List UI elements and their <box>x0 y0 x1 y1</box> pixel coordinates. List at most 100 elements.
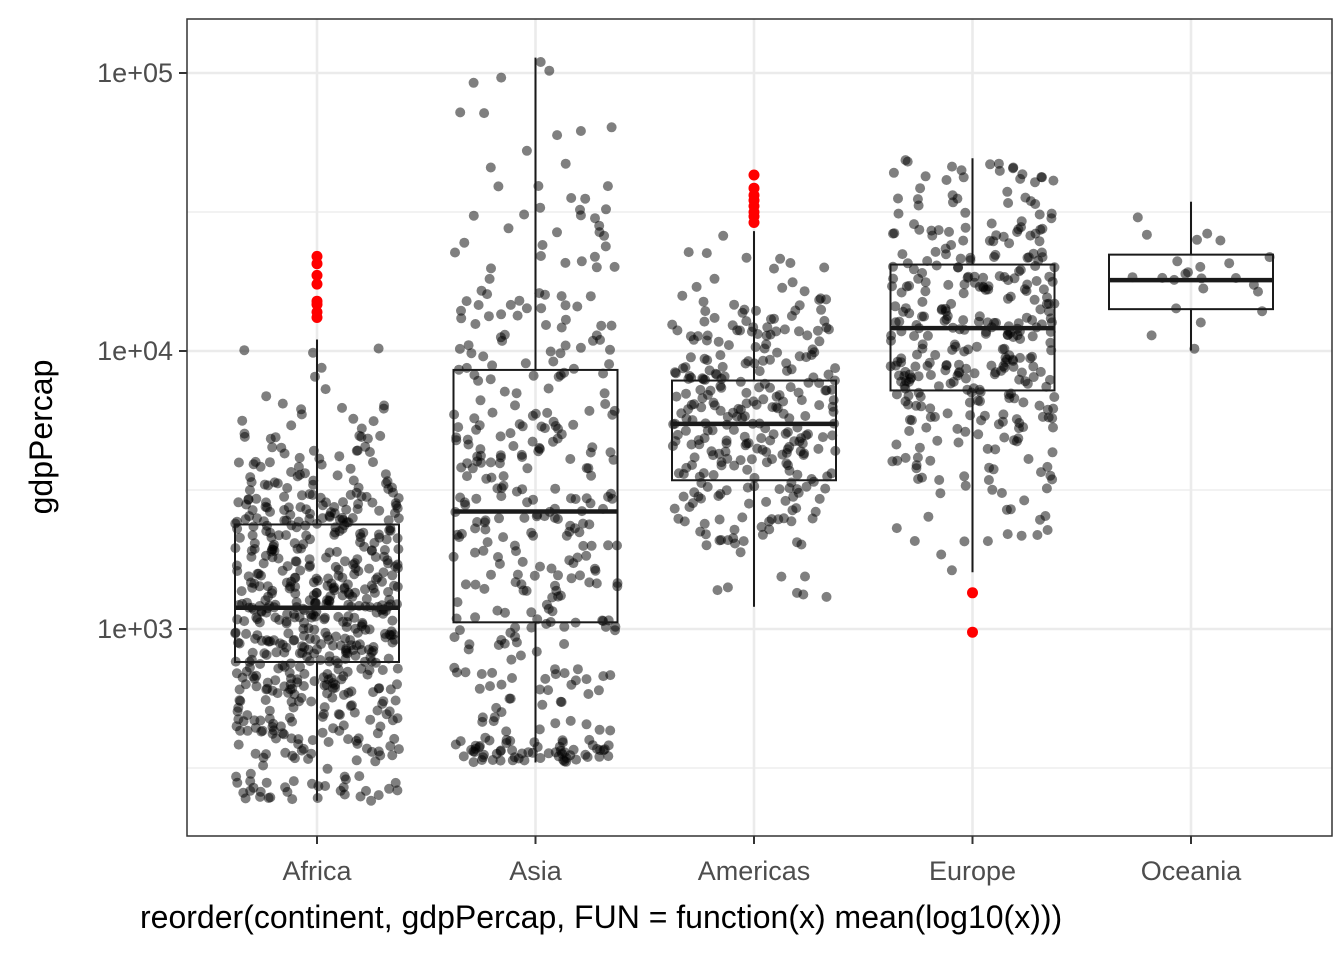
data-point <box>817 432 828 443</box>
data-point <box>784 413 795 424</box>
data-point <box>727 320 738 331</box>
data-point <box>278 729 289 740</box>
data-point <box>522 463 533 474</box>
data-point <box>894 370 904 381</box>
y-tick-label: 1e+04 <box>97 336 173 366</box>
data-point <box>1224 258 1235 269</box>
data-point <box>756 433 767 444</box>
data-point <box>456 528 467 539</box>
data-point <box>277 565 288 576</box>
data-point <box>910 361 921 372</box>
data-point <box>318 672 329 683</box>
data-point <box>983 281 994 292</box>
data-point <box>999 432 1010 443</box>
data-point <box>267 442 278 453</box>
data-point <box>271 647 282 658</box>
data-point <box>328 640 338 651</box>
data-point <box>547 606 558 617</box>
data-point <box>1047 474 1058 485</box>
data-point <box>715 350 726 361</box>
box-americas <box>671 231 837 607</box>
data-point <box>722 411 733 422</box>
data-point <box>1048 175 1059 186</box>
data-point <box>510 577 521 588</box>
data-point <box>393 744 404 755</box>
data-point <box>299 630 309 641</box>
data-point <box>537 240 548 250</box>
data-point <box>521 145 532 156</box>
data-point <box>365 652 376 663</box>
data-point <box>308 347 318 358</box>
data-point <box>961 373 971 384</box>
data-point <box>452 597 463 608</box>
data-point <box>541 320 551 330</box>
data-point <box>476 669 487 679</box>
data-point <box>345 463 356 474</box>
data-point <box>239 345 250 356</box>
data-point <box>385 741 396 752</box>
data-point <box>535 561 545 572</box>
data-point <box>591 578 602 589</box>
data-point <box>366 580 377 591</box>
data-point <box>546 563 557 574</box>
data-point <box>534 288 545 299</box>
data-point <box>507 745 518 756</box>
data-point <box>480 524 491 535</box>
outlier-point <box>967 587 978 599</box>
data-point <box>769 313 779 324</box>
data-point <box>281 515 292 526</box>
data-point <box>1012 227 1023 237</box>
data-point <box>387 750 398 761</box>
data-point <box>716 382 727 393</box>
data-point <box>536 421 547 432</box>
data-point <box>985 159 996 170</box>
data-point <box>959 346 970 357</box>
data-point <box>578 518 588 529</box>
data-point <box>360 441 371 452</box>
data-point <box>1002 329 1013 340</box>
data-point <box>920 286 931 297</box>
data-point <box>487 360 498 371</box>
data-point <box>233 497 244 508</box>
data-point <box>915 183 926 194</box>
data-point <box>889 228 900 239</box>
data-point <box>999 272 1010 282</box>
data-point <box>454 625 465 636</box>
data-point <box>552 130 563 141</box>
data-point <box>349 612 360 623</box>
data-point <box>337 572 348 583</box>
data-point <box>581 493 592 504</box>
data-point <box>550 664 560 675</box>
data-point <box>936 549 947 560</box>
data-point <box>785 258 796 268</box>
data-point <box>1019 495 1030 506</box>
data-point <box>765 354 775 365</box>
box-oceania <box>1108 201 1274 351</box>
data-point <box>260 595 271 606</box>
data-point <box>678 363 688 374</box>
data-point <box>534 724 545 735</box>
data-point <box>306 696 317 707</box>
data-point <box>373 343 384 354</box>
data-point <box>560 314 571 325</box>
data-point <box>470 612 481 623</box>
data-point <box>384 783 395 794</box>
data-point <box>1132 212 1143 223</box>
data-point <box>384 706 395 717</box>
data-point <box>540 673 551 684</box>
x-tick-label: Asia <box>509 856 563 886</box>
data-point <box>375 430 386 441</box>
data-point <box>251 681 262 692</box>
data-point <box>555 745 566 756</box>
data-point <box>741 387 752 398</box>
data-point <box>392 533 403 544</box>
data-point <box>807 513 818 524</box>
data-point <box>479 583 490 594</box>
data-point <box>545 346 556 357</box>
data-point <box>822 471 833 482</box>
data-point <box>998 409 1009 420</box>
data-point <box>761 496 772 507</box>
data-point <box>555 348 566 359</box>
data-point <box>1036 247 1047 258</box>
